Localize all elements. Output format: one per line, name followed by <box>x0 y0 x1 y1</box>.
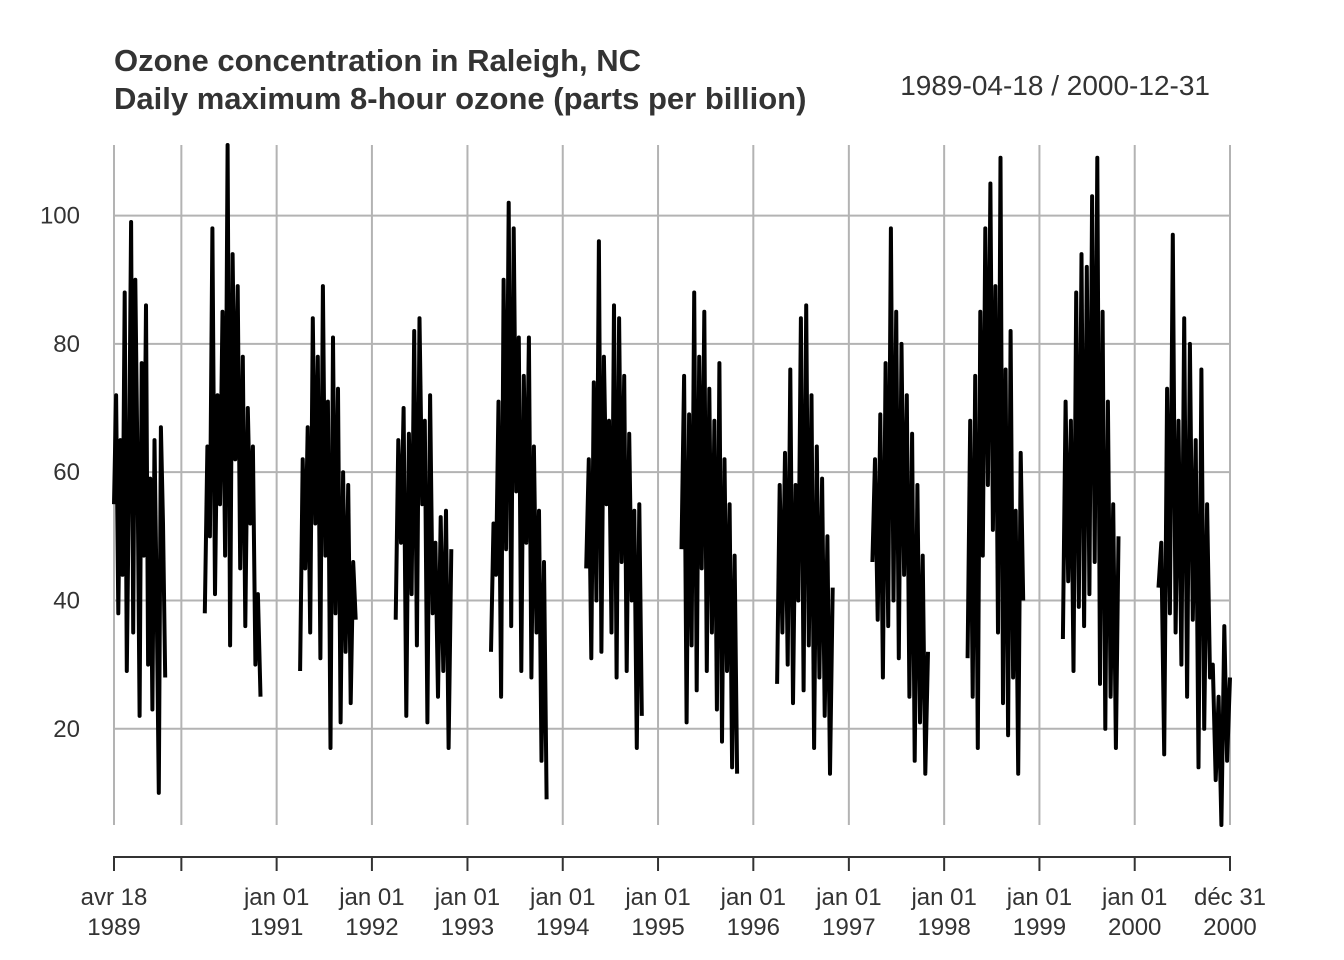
x-tick-year-label: 1995 <box>631 914 684 941</box>
x-tick-year-label: 2000 <box>1203 914 1256 941</box>
x-tick-year-label: 1992 <box>345 914 398 941</box>
x-tick-year-label: 1991 <box>250 914 303 941</box>
x-tick-label: jan 01 <box>338 884 404 911</box>
chart-subtitle: Daily maximum 8-hour ozone (parts per bi… <box>114 81 806 116</box>
series-line-season <box>1156 232 1232 827</box>
y-tick-label: 100 <box>40 203 80 230</box>
y-tick-label: 20 <box>53 716 80 743</box>
x-tick-year-label: 1998 <box>917 914 970 941</box>
series-layer <box>112 143 1232 827</box>
series-line-season <box>202 143 263 697</box>
series-line-season <box>393 316 454 750</box>
axes: 20 40 60 80 100 avr 18 1989 jan 01 1991 jan 01 199… <box>40 203 1266 941</box>
x-tick-year-label: 1989 <box>87 914 140 941</box>
series-line-season <box>679 290 740 774</box>
series-line-season <box>298 284 358 750</box>
x-tick-label: jan 01 <box>434 884 500 911</box>
series-line-season <box>489 200 549 800</box>
series-line-season <box>584 239 644 750</box>
x-tick-label: déc 31 <box>1194 884 1266 911</box>
y-tick-label: 60 <box>53 459 80 486</box>
x-tick-year-label: 1999 <box>1013 914 1066 941</box>
x-tick-label: jan 01 <box>624 884 690 911</box>
x-tick-label: jan 01 <box>1101 884 1167 911</box>
x-tick-year-label: 1993 <box>441 914 494 941</box>
series-line-season <box>775 303 835 776</box>
y-tick-label: 80 <box>53 331 80 358</box>
series-line-season <box>965 155 1026 776</box>
y-tick-label: 40 <box>53 587 80 614</box>
x-tick-label: jan 01 <box>529 884 595 911</box>
x-tick-label: avr 18 <box>81 884 148 911</box>
x-tick-year-label: 2000 <box>1108 914 1161 941</box>
chart-title: Ozone concentration in Raleigh, NC <box>114 43 641 78</box>
x-tick-label: jan 01 <box>910 884 976 911</box>
date-range-label: 1989-04-18 / 2000-12-31 <box>900 70 1210 101</box>
x-tick-label: jan 01 <box>815 884 881 911</box>
x-tick-year-label: 1997 <box>822 914 875 941</box>
x-tick-label: jan 01 <box>1006 884 1072 911</box>
series-line-season <box>870 226 930 776</box>
x-tick-label: jan 01 <box>243 884 309 911</box>
series-line-season <box>112 220 168 795</box>
x-tick-year-label: 1994 <box>536 914 589 941</box>
grid <box>113 145 1231 825</box>
x-tick-label: jan 01 <box>720 884 786 911</box>
x-tick-year-label: 1996 <box>727 914 780 941</box>
series-line-season <box>1060 155 1121 750</box>
